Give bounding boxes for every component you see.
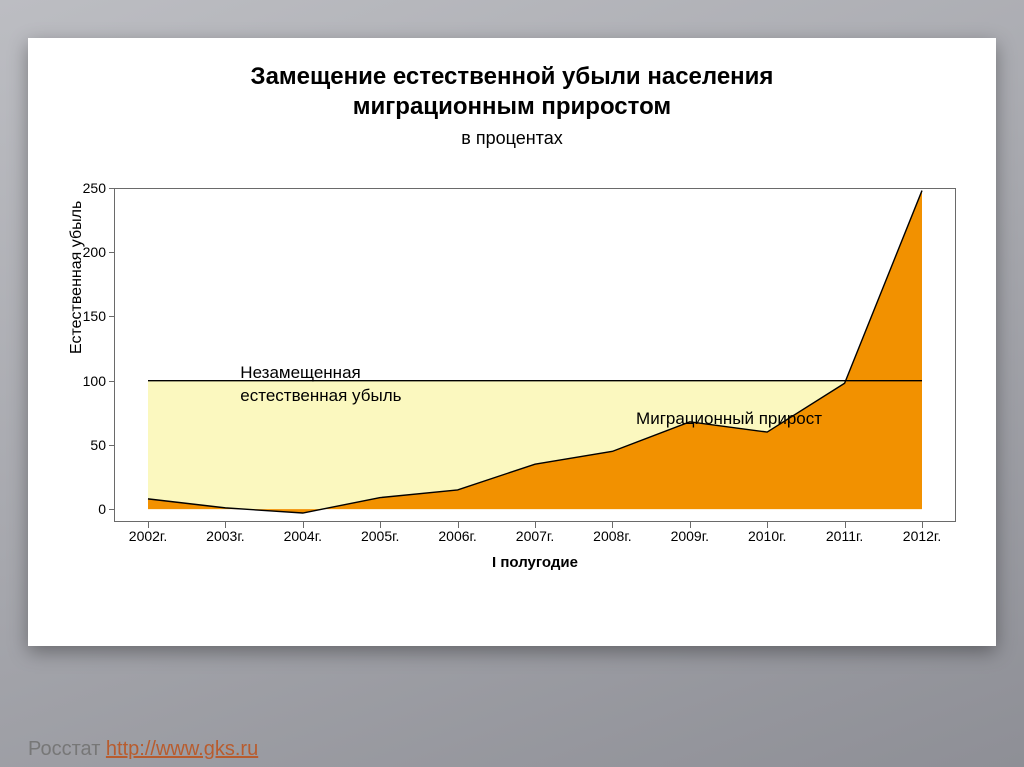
x-tick-mark	[458, 522, 459, 528]
label-unreplaced: Незамещенная естественная убыль	[240, 362, 401, 408]
x-tick-mark	[380, 522, 381, 528]
plot-border	[114, 188, 956, 522]
x-tick-mark	[225, 522, 226, 528]
x-tick-mark	[303, 522, 304, 528]
source-link[interactable]: http://www.gks.ru	[106, 738, 258, 760]
y-tick-label: 150	[66, 308, 106, 324]
y-tick-mark	[109, 252, 114, 253]
x-tick-label: 2011г.	[826, 528, 863, 544]
y-tick-label: 200	[66, 244, 106, 260]
x-tick-label: 2010г.	[748, 528, 786, 544]
chart-title: Замещение естественной убыли населения м…	[28, 62, 996, 122]
y-tick-mark	[109, 509, 114, 510]
x-tick-mark	[612, 522, 613, 528]
chart-title-line-2: миграционным приростом	[353, 93, 671, 120]
x-tick-mark	[148, 522, 149, 528]
y-tick-mark	[109, 316, 114, 317]
x-tick-label: 2002г.	[129, 528, 167, 544]
y-tick-mark	[109, 445, 114, 446]
chart-title-line-1: Замещение естественной убыли населения	[251, 63, 774, 90]
source-footer: Росстат http://www.gks.ru	[28, 738, 258, 761]
y-tick-label: 250	[66, 180, 106, 196]
x-tick-mark	[922, 522, 923, 528]
y-tick-mark	[109, 188, 114, 189]
label-unreplaced-line-2: естественная убыль	[240, 386, 401, 405]
x-tick-mark	[845, 522, 846, 528]
x-tick-label: 2009г.	[671, 528, 709, 544]
x-tick-label: 2003г.	[206, 528, 244, 544]
y-tick-label: 50	[66, 437, 106, 453]
y-tick-label: 0	[66, 501, 106, 517]
x-tick-mark	[767, 522, 768, 528]
y-tick-mark	[109, 381, 114, 382]
x-tick-mark	[690, 522, 691, 528]
source-label: Росстат	[28, 738, 106, 760]
x-axis-title: I полугодие	[114, 554, 956, 571]
plot-area: Незамещенная естественная убыль Миграцио…	[114, 188, 956, 522]
x-tick-label: 2012г.	[903, 528, 941, 544]
title-block: Замещение естественной убыли населения м…	[28, 62, 996, 149]
label-unreplaced-line-1: Незамещенная	[240, 363, 360, 382]
chart-subtitle: в процентах	[28, 128, 996, 149]
x-tick-label: 2008г.	[593, 528, 631, 544]
x-tick-mark	[535, 522, 536, 528]
x-tick-label: 2006г.	[438, 528, 476, 544]
y-axis-title: Естественная убыль	[68, 201, 86, 354]
chart-card: Замещение естественной убыли населения м…	[28, 38, 996, 646]
y-tick-label: 100	[66, 373, 106, 389]
x-tick-label: 2005г.	[361, 528, 399, 544]
x-tick-label: 2007г.	[516, 528, 554, 544]
label-migration: Миграционный прирост	[636, 408, 822, 431]
x-tick-label: 2004г.	[284, 528, 322, 544]
